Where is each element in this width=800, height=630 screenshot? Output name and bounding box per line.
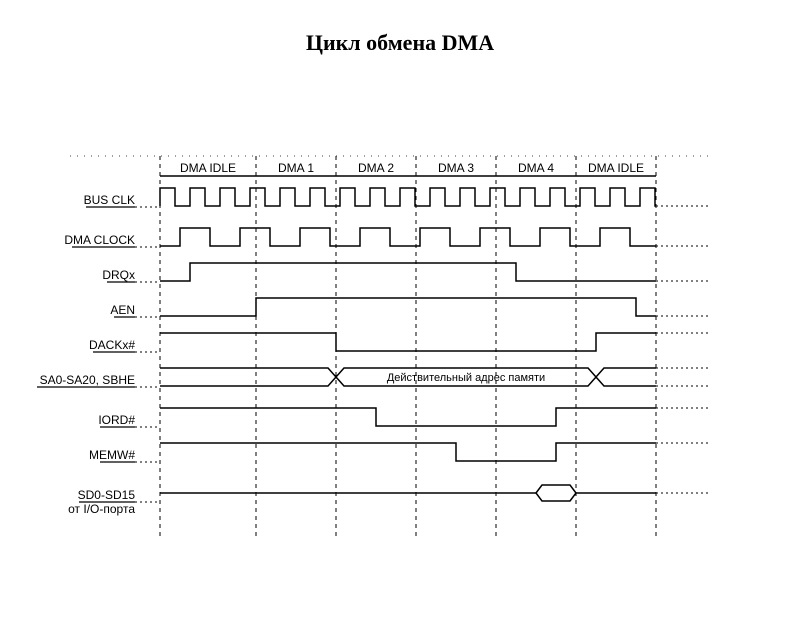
svg-text:SD0-SD15: SD0-SD15 — [78, 488, 136, 502]
svg-text:MEMW#: MEMW# — [89, 448, 135, 462]
svg-text:AEN: AEN — [110, 303, 135, 317]
svg-text:BUS CLK: BUS CLK — [84, 193, 135, 207]
svg-text:SA0-SA20, SBHE: SA0-SA20, SBHE — [40, 373, 135, 387]
svg-text:DRQx: DRQx — [102, 268, 135, 282]
svg-text:DMA 3: DMA 3 — [438, 161, 474, 175]
svg-text:DMA IDLE: DMA IDLE — [588, 161, 644, 175]
svg-text:от I/O-порта: от I/O-порта — [68, 502, 135, 516]
svg-text:DMA CLOCK: DMA CLOCK — [64, 233, 135, 247]
svg-text:DMA 2: DMA 2 — [358, 161, 394, 175]
timing-diagram: DMA IDLE DMA 1 DMA 2 DMA 3 DMA 4 DMA IDLE BUS … — [0, 56, 800, 576]
svg-text:DMA IDLE: DMA IDLE — [180, 161, 236, 175]
page-title: Цикл обмена DMA — [0, 30, 800, 56]
svg-text:DACKx#: DACKx# — [89, 338, 135, 352]
svg-text:Действительный адрес памяти: Действительный адрес памяти — [387, 372, 545, 384]
svg-text:DMA 1: DMA 1 — [278, 161, 314, 175]
svg-text:DMA 4: DMA 4 — [518, 161, 554, 175]
svg-text:IORD#: IORD# — [98, 413, 135, 427]
